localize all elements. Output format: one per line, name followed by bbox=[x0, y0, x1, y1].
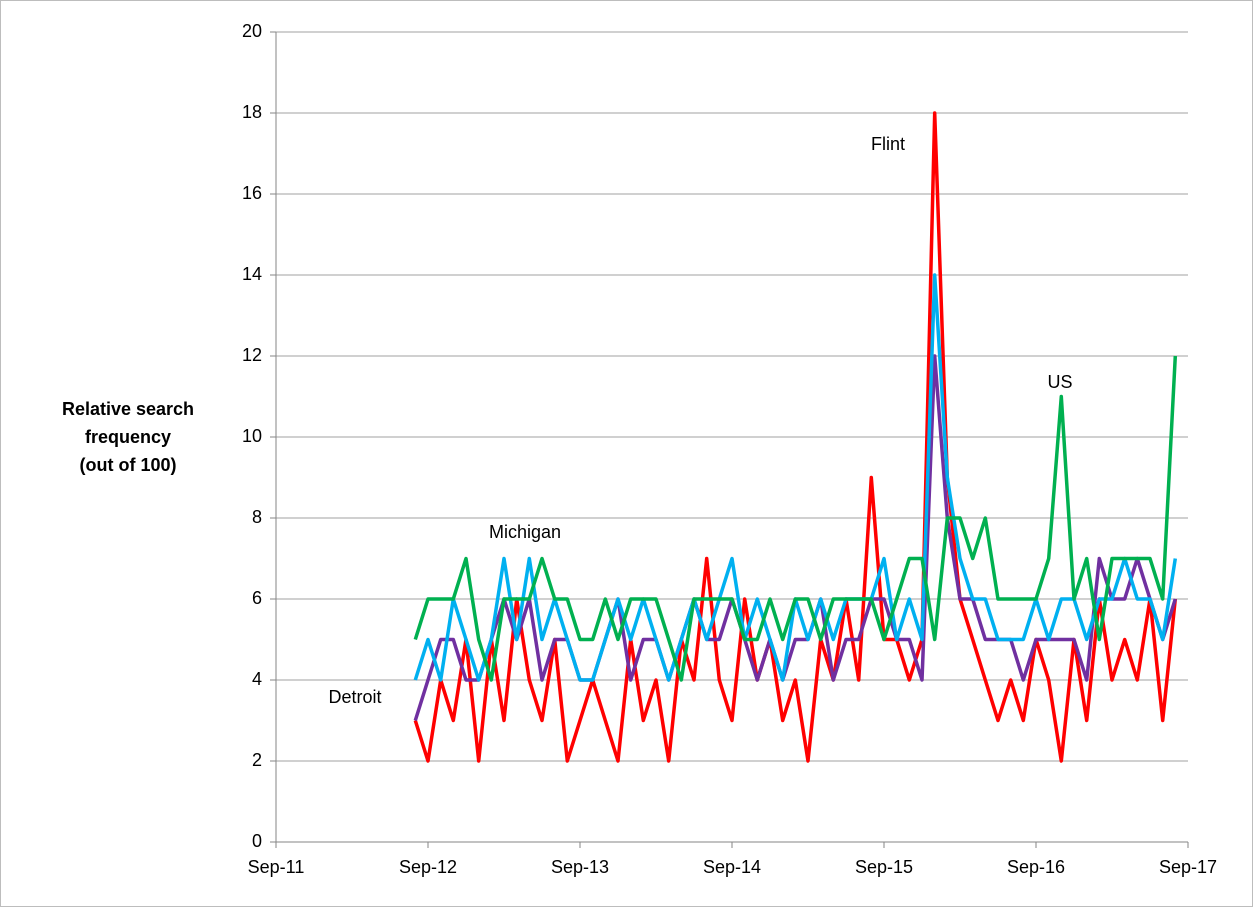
y-tick-label: 0 bbox=[252, 831, 262, 851]
y-axis-label: (out of 100) bbox=[80, 455, 177, 475]
x-tick-label: Sep-13 bbox=[551, 857, 609, 877]
y-tick-label: 20 bbox=[242, 21, 262, 41]
y-axis-label: Relative search bbox=[62, 399, 194, 419]
y-tick-label: 8 bbox=[252, 507, 262, 527]
x-tick-label: Sep-12 bbox=[399, 857, 457, 877]
y-tick-label: 2 bbox=[252, 750, 262, 770]
series-label: Flint bbox=[871, 134, 905, 154]
series-line bbox=[413, 355, 1178, 682]
y-tick-label: 4 bbox=[252, 669, 262, 689]
x-tick-label: Sep-17 bbox=[1159, 857, 1217, 877]
series-label: Michigan bbox=[489, 522, 561, 542]
x-tick-label: Sep-16 bbox=[1007, 857, 1065, 877]
series-label: US bbox=[1047, 372, 1072, 392]
y-tick-label: 18 bbox=[242, 102, 262, 122]
y-axis-label: frequency bbox=[85, 427, 171, 447]
y-tick-label: 6 bbox=[252, 588, 262, 608]
y-tick-label: 12 bbox=[242, 345, 262, 365]
x-tick-label: Sep-11 bbox=[248, 857, 305, 877]
x-tick-label: Sep-15 bbox=[855, 857, 913, 877]
series-line bbox=[413, 111, 1178, 763]
y-tick-label: 16 bbox=[242, 183, 262, 203]
y-tick-label: 14 bbox=[242, 264, 262, 284]
x-tick-label: Sep-14 bbox=[703, 857, 761, 877]
series-label: Detroit bbox=[328, 687, 381, 707]
y-tick-label: 10 bbox=[242, 426, 262, 446]
